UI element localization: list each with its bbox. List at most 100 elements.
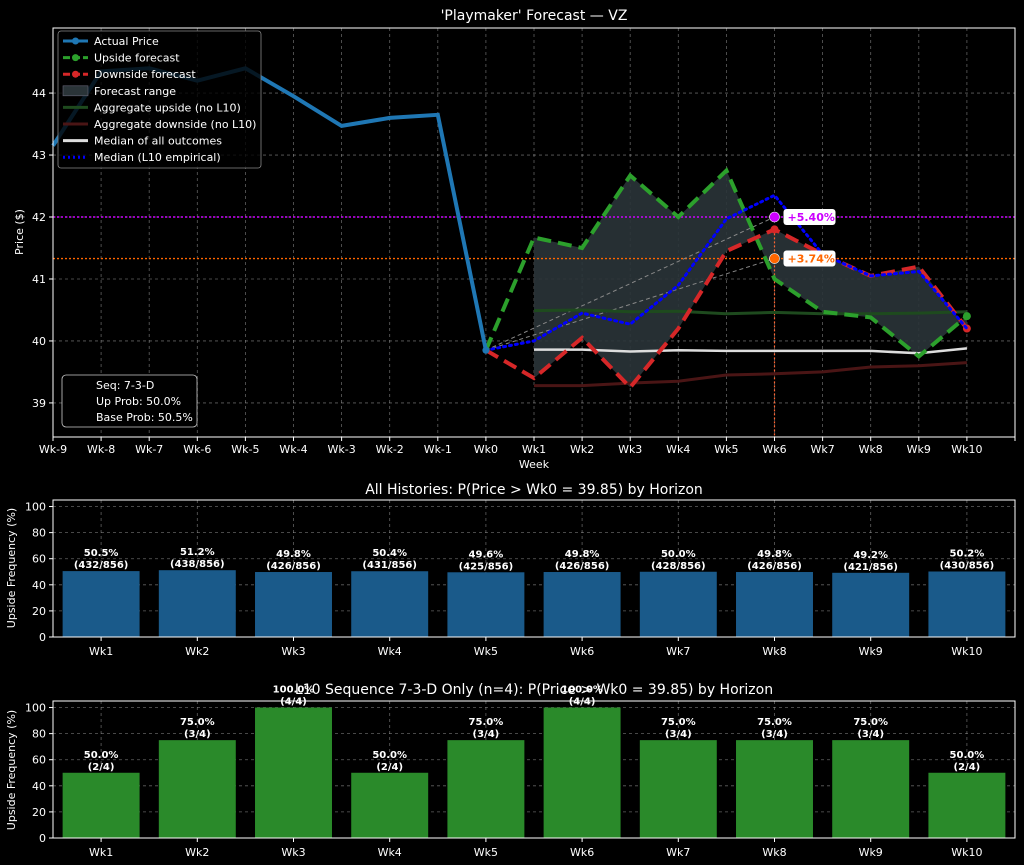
- y-tick-label: 42: [32, 211, 46, 224]
- forecast-title: 'Playmaker' Forecast — VZ: [441, 8, 628, 24]
- y-tick-label: 60: [32, 754, 46, 767]
- bar-count-label: (2/4): [88, 762, 115, 773]
- bar-count-label: (431/856): [362, 560, 417, 571]
- x-tick-label: Wk7: [666, 645, 690, 658]
- upside-end-point: [962, 312, 971, 321]
- x-tick-label: Wk2: [570, 443, 594, 456]
- x-tick-label: Wk-2: [376, 443, 404, 456]
- x-tick-label: Wk-5: [231, 443, 259, 456]
- bar-count-label: (426/856): [266, 561, 321, 572]
- all-histories-ticks: 0 20 40 60 80 100 Wk1 Wk2 Wk3 Wk4 Wk5 Wk6 Wk7 Wk8 Wk9 W…: [25, 501, 983, 658]
- bar-value-label: 75.0%: [853, 717, 888, 728]
- bar-value-label: 51.2%: [180, 547, 215, 558]
- x-tick-label: Wk4: [378, 645, 402, 658]
- x-tick-label: Wk7: [666, 846, 690, 859]
- x-tick-label: Wk-7: [135, 443, 163, 456]
- x-tick-label: Wk8: [859, 443, 883, 456]
- bar-value-label: 100.0%: [561, 685, 603, 696]
- bar-count-label: (3/4): [184, 729, 211, 740]
- bar-wk9: [832, 572, 910, 637]
- x-tick-label: Wk0: [474, 443, 498, 456]
- bar-value-label: 50.0%: [950, 750, 985, 761]
- legend-item-forecast-range: Forecast range: [62, 85, 176, 98]
- x-tick-label: Wk8: [762, 645, 786, 658]
- bar-wk6: [543, 572, 621, 637]
- all-histories-title: All Histories: P(Price > Wk0 = 39.85) by…: [365, 482, 703, 498]
- bar-wk1: [62, 571, 140, 637]
- all-histories-ylabel: Upside Frequency (%): [5, 508, 18, 628]
- y-tick-label: 20: [32, 605, 46, 618]
- bar-value-label: 49.8%: [565, 549, 600, 560]
- legend-marker: [72, 70, 79, 78]
- x-tick-label: Wk-1: [424, 443, 452, 456]
- bar-count-label: (3/4): [857, 729, 884, 740]
- y-tick-label: 100: [25, 702, 46, 715]
- target-label-1: +3.74%: [788, 253, 835, 266]
- y-tick-label: 80: [32, 728, 46, 741]
- y-tick-label: 80: [32, 527, 46, 540]
- bar-count-label: (426/856): [555, 561, 610, 572]
- series-median-all: [534, 347, 968, 355]
- bar-count-label: (2/4): [376, 762, 403, 773]
- target-point-0: [769, 211, 780, 223]
- x-tick-label: Wk9: [907, 443, 931, 456]
- y-tick-label: 40: [32, 335, 46, 348]
- forecast-legend: Actual Price Upside forecast Downside fore…: [57, 30, 262, 169]
- bar-count-label: (438/856): [170, 559, 225, 570]
- bar-wk8: [736, 572, 813, 637]
- bar-wk8: [736, 740, 813, 838]
- x-tick-label: Wk9: [859, 846, 883, 859]
- bar-wk4: [351, 772, 429, 838]
- sequence-ticks: 0 20 40 60 80 100 Wk1 Wk2 Wk3 Wk4 Wk5 Wk6 Wk7 Wk8 Wk9 W…: [25, 702, 983, 859]
- legend-label: Aggregate downside (no L10): [94, 118, 256, 131]
- legend-item-downside-forecast: Downside forecast: [63, 68, 196, 81]
- bar-count-label: (428/856): [651, 561, 706, 572]
- series-aggregate-downside-no-l10: [534, 361, 967, 388]
- y-tick-label: 0: [39, 631, 46, 644]
- x-tick-label: Wk4: [666, 443, 690, 456]
- x-tick-label: Wk7: [810, 443, 834, 456]
- bar-wk10: [928, 772, 1006, 838]
- forecast-marks: +5.40% +3.74%: [51, 66, 1015, 437]
- bar-value-label: 49.8%: [757, 549, 792, 560]
- bar-count-label: (4/4): [280, 697, 307, 708]
- target-label-box-0: [783, 209, 836, 226]
- legend-item-median-l10-empirical: Median (L10 empirical): [63, 151, 221, 164]
- x-tick-label: Wk5: [474, 846, 498, 859]
- x-tick-label: Wk-6: [183, 443, 211, 456]
- bar-wk7: [639, 571, 717, 637]
- forecast-xlabel: Week: [519, 458, 550, 471]
- x-tick-label: Wk-8: [87, 443, 115, 456]
- actual-price-end-point: [482, 346, 490, 354]
- y-tick-label: 40: [32, 579, 46, 592]
- x-tick-label: Wk-9: [39, 443, 67, 456]
- bar-wk3: [255, 707, 332, 838]
- legend-label: Forecast range: [94, 85, 176, 98]
- x-tick-label: Wk10: [951, 846, 982, 859]
- bar-wk4: [351, 571, 429, 637]
- sequence-title: L10 Sequence 7-3-D Only (n=4): P(Price >…: [295, 682, 773, 698]
- x-tick-label: Wk3: [281, 645, 305, 658]
- x-tick-label: Wk10: [951, 645, 982, 658]
- bar-wk7: [639, 740, 717, 838]
- target-connector: [485, 216, 775, 351]
- x-tick-label: Wk4: [378, 846, 402, 859]
- x-tick-label: Wk10: [951, 443, 982, 456]
- legend-label: Upside forecast: [94, 52, 180, 65]
- bar-value-label: 75.0%: [661, 717, 696, 728]
- target-connector: [485, 258, 775, 351]
- bar-count-label: (432/856): [74, 560, 129, 571]
- x-tick-label: Wk6: [762, 443, 786, 456]
- all-histories-panel: All Histories: P(Price > Wk0 = 39.85) by…: [5, 482, 1016, 658]
- series-median-l10: [484, 193, 969, 352]
- legend-label: Aggregate upside (no L10): [94, 101, 241, 114]
- bar-count-label: (426/856): [747, 561, 802, 572]
- legend-label: Actual Price: [94, 35, 159, 48]
- target-label-0: +5.40%: [788, 211, 835, 224]
- x-tick-label: Wk-3: [327, 443, 355, 456]
- x-tick-label: Wk1: [522, 443, 546, 456]
- legend-item-actual-price: Actual Price: [63, 35, 159, 48]
- x-tick-label: Wk6: [570, 645, 594, 658]
- y-tick-label: 39: [32, 397, 46, 410]
- legend-marker: [72, 54, 79, 62]
